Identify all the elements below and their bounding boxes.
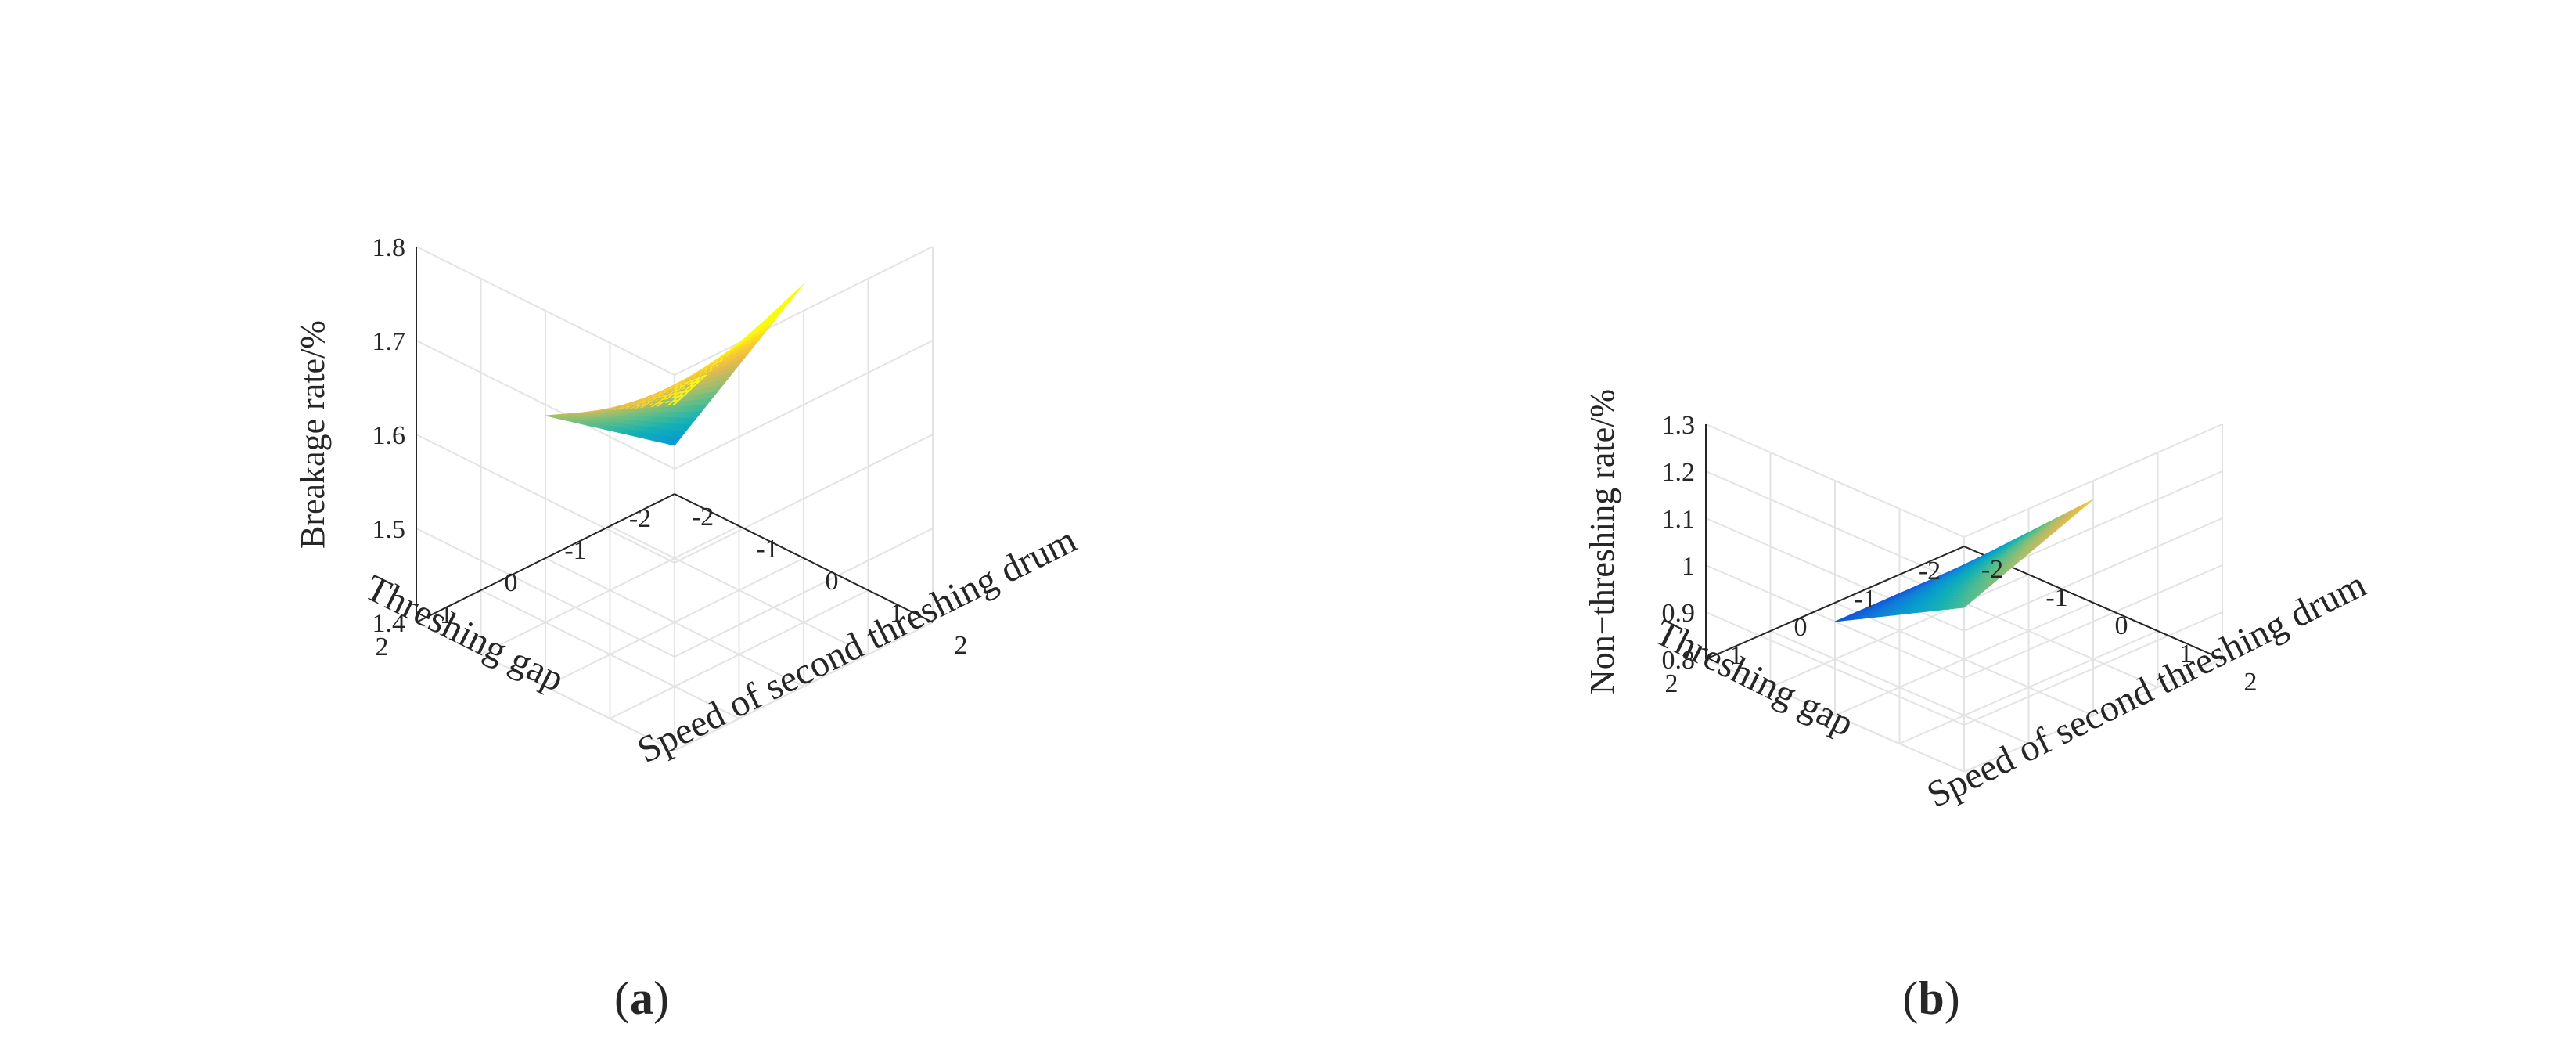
surface [545,283,804,446]
x-axis-line [1705,546,1965,660]
grid-line [674,622,934,751]
z-tick-label: 1.6 [372,421,406,450]
x-tick-label: -1 [1854,585,1876,614]
y-tick-label: 2 [955,631,968,660]
x-tick-label: -2 [629,504,651,533]
grid-line [610,589,869,719]
panel-b-non-threshing-rate: -2-1012-2-10120.80.911.11.21.3Threshing … [1583,389,2373,816]
y-tick-label: -1 [2045,583,2067,612]
y-tick-label: 0 [2115,611,2128,640]
y-axis-line [674,493,934,623]
x-tick-label: -1 [564,536,586,565]
y-tick-label: -1 [756,535,778,564]
z-axis-title: Non−threshing rate/% [1583,389,1621,694]
z-tick-label: 0.9 [1662,599,1696,628]
surface-cell [545,414,556,418]
grid-line [1899,630,2158,744]
surface [1834,499,2094,622]
y-tick-label: -2 [692,503,714,532]
x-tick-label: 0 [1794,613,1808,642]
x-axis-line [416,493,675,623]
x-tick-label: 2 [376,633,389,661]
grid-line [1963,658,2223,773]
z-axis-title: Breakage rate/% [293,320,332,549]
x-axis-title: Threshing gap [1649,611,1861,744]
y-tick-label: -2 [1981,555,2003,584]
y-tick-label: 0 [826,567,839,596]
z-tick-label: 1.3 [1662,411,1696,440]
y-tick-label: 1 [890,599,903,628]
x-tick-label: -2 [1919,557,1941,586]
panel-b-label: (b) [1902,972,1959,1024]
x-tick-label: 0 [505,568,518,597]
y-axis-title: Speed of second threshing drum [1920,564,2373,816]
z-tick-label: 1.5 [372,515,406,544]
x-tick-label: 1 [440,600,453,629]
y-tick-label: 2 [2244,668,2258,697]
z-tick-label: 0.8 [1662,646,1696,675]
panel-a-label: (a) [614,972,669,1024]
z-tick-label: 1.7 [372,327,406,356]
surface-cell [1834,618,1846,622]
z-tick-label: 1.8 [372,233,406,262]
y-tick-label: 1 [2179,640,2193,669]
z-tick-label: 1.4 [372,609,406,638]
z-tick-label: 1.1 [1662,505,1696,534]
z-tick-label: 1 [1682,552,1695,581]
x-tick-label: 1 [1729,641,1743,670]
x-tick-label: 2 [1665,669,1678,698]
z-tick-label: 1.2 [1662,458,1696,487]
